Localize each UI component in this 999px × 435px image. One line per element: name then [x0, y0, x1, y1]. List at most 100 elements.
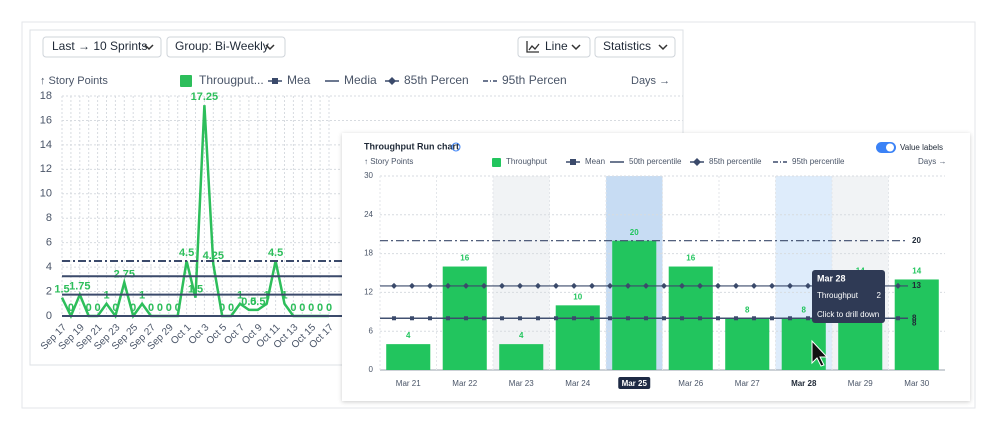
legend-swatch: [492, 158, 501, 167]
y-tick-label: 16: [40, 114, 52, 126]
band: [493, 176, 550, 370]
bar: [386, 344, 431, 370]
x-tick-label: Mar 26: [678, 379, 703, 388]
reference-marker: [733, 282, 739, 289]
value-label: 0: [308, 302, 314, 314]
value-label: 0: [317, 302, 323, 314]
reference-marker: [571, 282, 577, 289]
value-label: 0: [326, 302, 332, 314]
range-button[interactable]: [42, 36, 162, 58]
view[interactable]: Line: [545, 39, 568, 53]
value-label: 0: [175, 302, 181, 314]
legend-label: Throughput: [506, 157, 548, 166]
chevron: [265, 44, 275, 51]
value-label: 1: [139, 290, 145, 302]
info-icon: [451, 142, 461, 152]
statistics[interactable]: Statistics: [603, 39, 651, 53]
y-tick-label: 14: [40, 139, 52, 151]
value-label: 0: [166, 302, 172, 314]
reference-marker: [499, 282, 505, 289]
reference-label: 13: [912, 281, 921, 290]
y-axis-label: ↑ Story Points: [40, 75, 108, 87]
value-label: 0: [157, 302, 163, 314]
range[interactable]: Last → 10 Sprints: [52, 39, 147, 53]
reference-marker: [391, 282, 397, 289]
group-button[interactable]: [166, 36, 286, 58]
x-tick-label: Mar 25: [622, 379, 648, 388]
y-tick-label: 6: [369, 326, 374, 335]
value-label: 1: [281, 290, 287, 302]
value-label: 0: [228, 302, 234, 314]
value-label: 20: [630, 228, 639, 237]
y-tick-label: 18: [364, 249, 373, 258]
reference-marker: [751, 282, 757, 289]
reference-marker: [697, 282, 703, 289]
legend-label: Througput...: [199, 73, 264, 87]
x-tick-label: Mar 24: [565, 379, 590, 388]
reference-marker: [463, 282, 469, 289]
reference-label: 8: [912, 318, 917, 327]
statistics-button[interactable]: [594, 36, 676, 58]
value-label: 0: [299, 302, 305, 314]
y-tick-label: 4: [46, 261, 52, 273]
reference-marker: [787, 282, 793, 289]
x-axis-label: Days →: [631, 75, 670, 87]
value-label: 0: [112, 302, 118, 314]
x-tick-label: Mar 28: [791, 379, 817, 388]
value-label: 8: [802, 305, 807, 314]
value-label: 1: [103, 290, 109, 302]
legend-label: 85th Percen: [404, 73, 469, 87]
reference-marker: [769, 282, 775, 289]
legend-label: 50th percentile: [629, 157, 682, 166]
y-tick-label: 8: [46, 212, 52, 224]
value-label: 1: [264, 290, 270, 302]
value-label: 1.5: [188, 284, 203, 296]
legend-label: 95th percentile: [792, 157, 845, 166]
value-label: 0: [148, 302, 154, 314]
tooltip-action[interactable]: Click to drill down: [817, 310, 879, 319]
legend-label: 95th Percen: [502, 73, 567, 87]
legend-label: Media: [344, 73, 377, 87]
chevron: [144, 44, 154, 51]
value-label: 16: [686, 254, 695, 263]
value-label: 8: [745, 305, 750, 314]
x-tick-label: Mar 27: [735, 379, 760, 388]
reference-marker: [625, 282, 631, 289]
value-label: 4: [406, 331, 411, 340]
tooltip-value: 2: [877, 291, 882, 300]
value-label: 0.5: [250, 296, 265, 308]
legend-label: Mea: [287, 73, 311, 87]
reference-marker: [445, 282, 451, 289]
legend-swatch: [180, 75, 192, 87]
y-tick-label: 24: [364, 210, 373, 219]
value-label: 0: [68, 302, 74, 314]
reference-marker: [553, 282, 559, 289]
reference-marker: [607, 282, 613, 289]
tooltip: [812, 270, 885, 323]
value-label: 4.5: [268, 247, 283, 259]
value-label: 0.5: [241, 296, 256, 308]
value-label: 4: [519, 331, 524, 340]
group[interactable]: Group: Bi-Weekly: [175, 39, 269, 53]
chevron: [571, 44, 581, 51]
selected-label-bg: [618, 377, 651, 389]
y-tick-label: 0: [369, 365, 374, 374]
x-tick-label: Mar 23: [509, 379, 534, 388]
line-icon: [526, 41, 540, 53]
value-label: 0: [86, 302, 92, 314]
reference-marker: [427, 282, 433, 289]
bar: [894, 279, 939, 370]
value-label: 1.75: [69, 281, 90, 293]
y-tick-label: 18: [40, 90, 52, 102]
value-label: 0: [130, 302, 136, 314]
bar: [725, 318, 770, 370]
reference-label: 8: [912, 313, 917, 322]
bar: [499, 344, 544, 370]
x-tick-label: Mar 29: [848, 379, 873, 388]
reference-marker: [679, 282, 685, 289]
reference-marker: [715, 282, 721, 289]
toggle-knob: [886, 143, 894, 152]
line: [60, 105, 329, 320]
